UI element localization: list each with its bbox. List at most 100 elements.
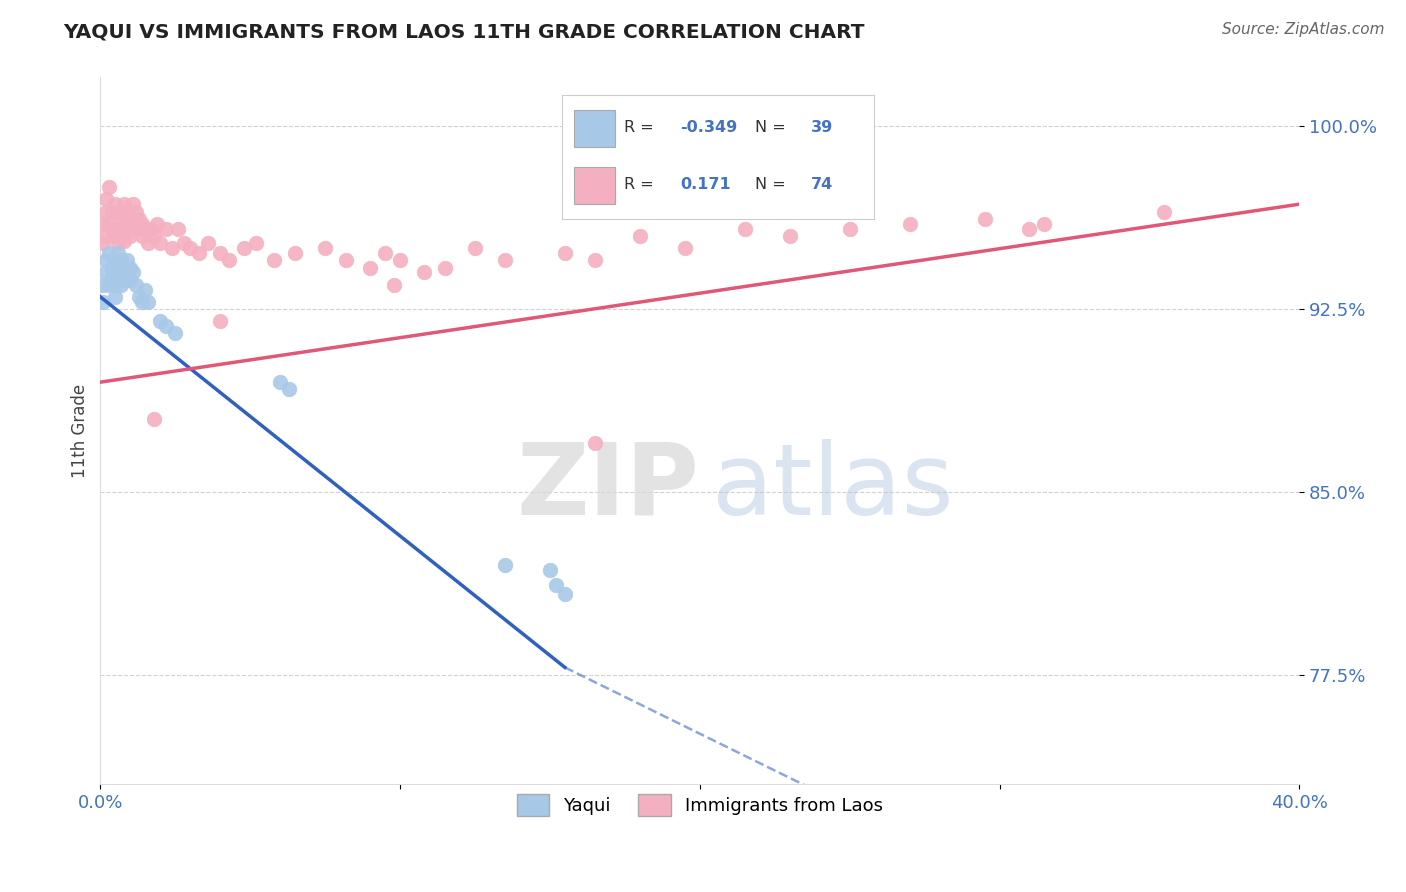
Point xyxy=(173,236,195,251)
Point xyxy=(1018,221,1040,235)
Point xyxy=(838,221,860,235)
Point xyxy=(117,253,139,268)
Point xyxy=(122,197,145,211)
Point xyxy=(112,217,135,231)
Point xyxy=(112,197,135,211)
Point xyxy=(141,221,163,235)
Point xyxy=(101,204,124,219)
Point xyxy=(464,241,486,255)
Point xyxy=(233,241,256,255)
Point xyxy=(104,277,127,292)
Point xyxy=(155,221,177,235)
Point xyxy=(167,221,190,235)
Point xyxy=(538,563,561,577)
Point xyxy=(143,411,166,425)
Point xyxy=(389,253,412,268)
Point xyxy=(245,236,267,251)
Point xyxy=(165,326,187,341)
Point xyxy=(120,211,142,226)
Point xyxy=(125,277,148,292)
Y-axis label: 11th Grade: 11th Grade xyxy=(72,384,89,478)
Point xyxy=(314,241,336,255)
Point xyxy=(112,260,135,275)
Point xyxy=(96,192,118,206)
Point xyxy=(131,294,153,309)
Point xyxy=(110,253,132,268)
Point xyxy=(146,217,169,231)
Point xyxy=(107,246,129,260)
Point xyxy=(110,211,132,226)
Point xyxy=(120,260,142,275)
Point xyxy=(96,265,118,279)
Point xyxy=(374,246,396,260)
Point xyxy=(117,224,139,238)
Point xyxy=(131,228,153,243)
Point xyxy=(973,211,995,226)
Point xyxy=(101,260,124,275)
Point xyxy=(120,228,142,243)
Point xyxy=(104,290,127,304)
Point xyxy=(554,587,576,601)
Point xyxy=(413,265,436,279)
Point xyxy=(93,217,115,231)
Point xyxy=(136,294,159,309)
Point xyxy=(628,228,651,243)
Point xyxy=(155,319,177,334)
Point xyxy=(583,253,606,268)
Point xyxy=(284,246,307,260)
Point xyxy=(269,375,291,389)
Point xyxy=(209,246,232,260)
Point xyxy=(104,197,127,211)
Point xyxy=(779,228,801,243)
Point xyxy=(117,270,139,285)
Point xyxy=(149,236,172,251)
Point xyxy=(122,217,145,231)
Point xyxy=(494,558,516,572)
Point xyxy=(104,228,127,243)
Legend: Yaqui, Immigrants from Laos: Yaqui, Immigrants from Laos xyxy=(508,785,891,825)
Point xyxy=(101,221,124,235)
Point xyxy=(1033,217,1056,231)
Point xyxy=(98,246,121,260)
Point xyxy=(143,228,166,243)
Point xyxy=(134,283,156,297)
Point xyxy=(583,436,606,450)
Text: ZIP: ZIP xyxy=(517,439,700,536)
Point xyxy=(197,236,219,251)
Point xyxy=(673,241,696,255)
Point xyxy=(734,221,756,235)
Point xyxy=(93,294,115,309)
Point xyxy=(104,253,127,268)
Point xyxy=(434,260,457,275)
Point xyxy=(188,246,211,260)
Point xyxy=(179,241,201,255)
Point xyxy=(263,253,285,268)
Point xyxy=(107,221,129,235)
Point xyxy=(131,217,153,231)
Point xyxy=(96,204,118,219)
Point xyxy=(162,241,184,255)
Point xyxy=(494,253,516,268)
Point xyxy=(209,314,232,328)
Point xyxy=(117,204,139,219)
Point xyxy=(128,290,150,304)
Point xyxy=(101,270,124,285)
Point xyxy=(382,277,405,292)
Text: YAQUI VS IMMIGRANTS FROM LAOS 11TH GRADE CORRELATION CHART: YAQUI VS IMMIGRANTS FROM LAOS 11TH GRADE… xyxy=(63,22,865,41)
Point xyxy=(359,260,381,275)
Point xyxy=(96,253,118,268)
Point xyxy=(120,273,142,287)
Point xyxy=(107,236,129,251)
Point xyxy=(125,221,148,235)
Point xyxy=(335,253,357,268)
Point xyxy=(93,277,115,292)
Point xyxy=(98,180,121,194)
Point xyxy=(554,246,576,260)
Point xyxy=(128,211,150,226)
Point xyxy=(110,228,132,243)
Point xyxy=(136,236,159,251)
Point xyxy=(110,277,132,292)
Text: atlas: atlas xyxy=(711,439,953,536)
Point xyxy=(898,217,921,231)
Point xyxy=(122,265,145,279)
